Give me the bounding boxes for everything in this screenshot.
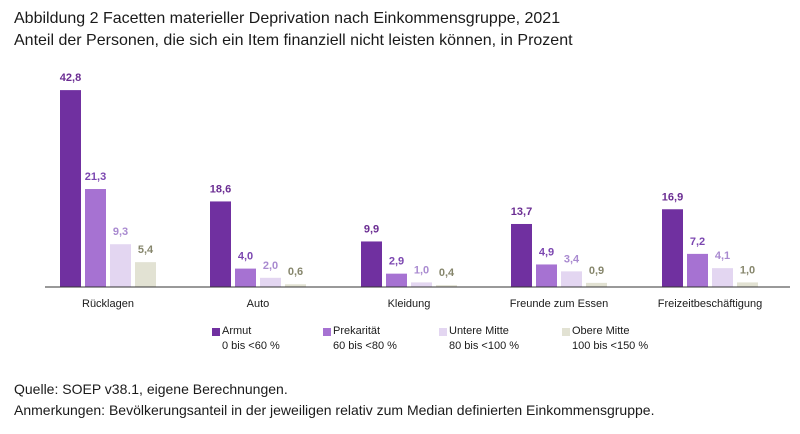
chart-subtitle: Anteil der Personen, die sich ein Item f… — [14, 32, 573, 49]
data-label-freunde-zum-essen-prekaritaet: 4,9 — [539, 246, 554, 258]
bar-freizeitbeschaeftigung-untere-mitte — [712, 268, 733, 287]
bar-chart: 42,8 21,3 9,3 5,4 18,6 4,0 2,0 0,6 9,9 2,9 1,0 0,4 1… — [45, 72, 790, 310]
chart-title: Abbildung 2 Facetten materieller Depriva… — [14, 10, 561, 27]
data-label-ruecklagen-armut: 42,8 — [60, 72, 81, 84]
bar-kleidung-untere-mitte — [411, 282, 432, 287]
legend-swatch-untere-mitte — [439, 328, 447, 336]
data-label-freizeitbeschaeftigung-prekaritaet: 7,2 — [690, 236, 705, 248]
data-label-freunde-zum-essen-obere-mitte: 0,9 — [589, 265, 604, 277]
data-label-ruecklagen-prekaritaet: 21,3 — [85, 171, 106, 183]
bar-freunde-zum-essen-obere-mitte — [586, 282, 607, 287]
data-label-freizeitbeschaeftigung-untere-mitte: 4,1 — [715, 250, 730, 262]
legend-label-untere-mitte: Untere Mitte — [449, 325, 509, 337]
bar-freunde-zum-essen-untere-mitte — [561, 271, 582, 287]
bar-ruecklagen-untere-mitte — [110, 244, 131, 287]
bar-auto-armut — [210, 201, 231, 287]
bar-ruecklagen-armut — [60, 90, 81, 288]
legend-range-obere-mitte: 100 bis <150 % — [572, 340, 649, 352]
legend-label-prekaritaet: Prekarität — [333, 325, 381, 337]
category-label-freizeitbeschaeftigung: Freizeitbeschäftigung — [658, 298, 763, 310]
bar-kleidung-armut — [361, 241, 382, 287]
data-label-freunde-zum-essen-untere-mitte: 3,4 — [564, 253, 580, 265]
bar-ruecklagen-obere-mitte — [135, 262, 156, 287]
legend-range-prekaritaet: 60 bis <80 % — [333, 340, 397, 352]
legend-range-untere-mitte: 80 bis <100 % — [449, 340, 520, 352]
remarks-note: Anmerkungen: Bevölkerungsanteil in der j… — [14, 402, 655, 418]
data-label-freizeitbeschaeftigung-armut: 16,9 — [662, 191, 683, 203]
data-label-freizeitbeschaeftigung-obere-mitte: 1,0 — [740, 264, 755, 276]
category-labels-group: Rücklagen Auto Kleidung Freunde zum Essen Fr… — [82, 298, 762, 310]
data-label-auto-armut: 18,6 — [210, 183, 231, 195]
data-label-freunde-zum-essen-armut: 13,7 — [511, 206, 532, 218]
bar-auto-prekaritaet — [235, 268, 256, 287]
bar-freunde-zum-essen-prekaritaet — [536, 264, 557, 287]
legend-label-armut: Armut — [222, 325, 252, 337]
legend-swatch-obere-mitte — [562, 328, 570, 336]
data-label-kleidung-prekaritaet: 2,9 — [389, 256, 404, 268]
data-label-auto-untere-mitte: 2,0 — [263, 260, 278, 272]
data-label-auto-obere-mitte: 0,6 — [288, 266, 303, 278]
data-label-ruecklagen-obere-mitte: 5,4 — [138, 244, 154, 256]
legend-range-armut: 0 bis <60 % — [222, 340, 280, 352]
data-label-kleidung-armut: 9,9 — [364, 223, 379, 235]
legend-swatch-armut — [212, 328, 220, 336]
bar-kleidung-obere-mitte — [436, 285, 457, 287]
category-label-ruecklagen: Rücklagen — [82, 298, 134, 310]
bar-auto-untere-mitte — [260, 277, 281, 287]
data-label-auto-prekaritaet: 4,0 — [238, 251, 253, 263]
legend-swatch-prekaritaet — [323, 328, 331, 336]
bar-ruecklagen-prekaritaet — [85, 189, 106, 287]
bar-freizeitbeschaeftigung-obere-mitte — [737, 282, 758, 287]
source-note: Quelle: SOEP v38.1, eigene Berechnungen. — [14, 381, 288, 397]
bar-auto-obere-mitte — [285, 284, 306, 287]
data-label-kleidung-obere-mitte: 0,4 — [439, 267, 455, 279]
bar-freizeitbeschaeftigung-prekaritaet — [687, 253, 708, 287]
bar-freizeitbeschaeftigung-armut — [662, 209, 683, 287]
data-label-ruecklagen-untere-mitte: 9,3 — [113, 226, 128, 238]
category-label-auto: Auto — [247, 298, 270, 310]
category-label-freunde-zum-essen: Freunde zum Essen — [510, 298, 608, 310]
bar-freunde-zum-essen-armut — [511, 223, 532, 287]
bar-kleidung-prekaritaet — [386, 273, 407, 287]
data-label-kleidung-untere-mitte: 1,0 — [414, 264, 429, 276]
legend: Armut 0 bis <60 % Prekarität 60 bis <80 … — [0, 324, 800, 364]
category-label-kleidung: Kleidung — [388, 298, 431, 310]
bars-group: 42,8 21,3 9,3 5,4 18,6 4,0 2,0 0,6 9,9 2,9 1,0 0,4 1… — [60, 72, 758, 288]
legend-label-obere-mitte: Obere Mitte — [572, 325, 630, 337]
